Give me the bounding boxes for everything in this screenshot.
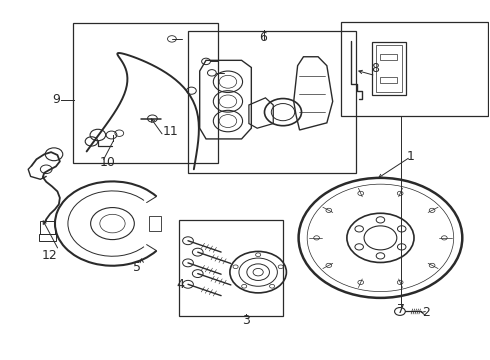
Bar [375, 45, 402, 92]
Bar [40, 221, 55, 234]
Text: 2: 2 [422, 306, 430, 319]
Text: 1: 1 [407, 150, 415, 163]
Text: 6: 6 [260, 31, 268, 44]
Bar [149, 216, 161, 231]
Bar [188, 31, 356, 173]
Text: 10: 10 [99, 156, 116, 169]
Bar [380, 54, 397, 60]
Text: 12: 12 [41, 249, 57, 262]
Text: 11: 11 [163, 125, 179, 138]
Text: 3: 3 [243, 314, 250, 327]
Text: 7: 7 [397, 303, 405, 316]
Text: 9: 9 [52, 93, 60, 106]
Bar [39, 234, 56, 242]
Bar [342, 22, 488, 116]
Text: 4: 4 [177, 278, 185, 291]
Text: 5: 5 [133, 261, 141, 274]
Bar [380, 77, 397, 84]
Bar [74, 23, 218, 163]
Bar [372, 42, 406, 95]
Text: 8: 8 [371, 62, 380, 75]
Bar [179, 220, 283, 316]
